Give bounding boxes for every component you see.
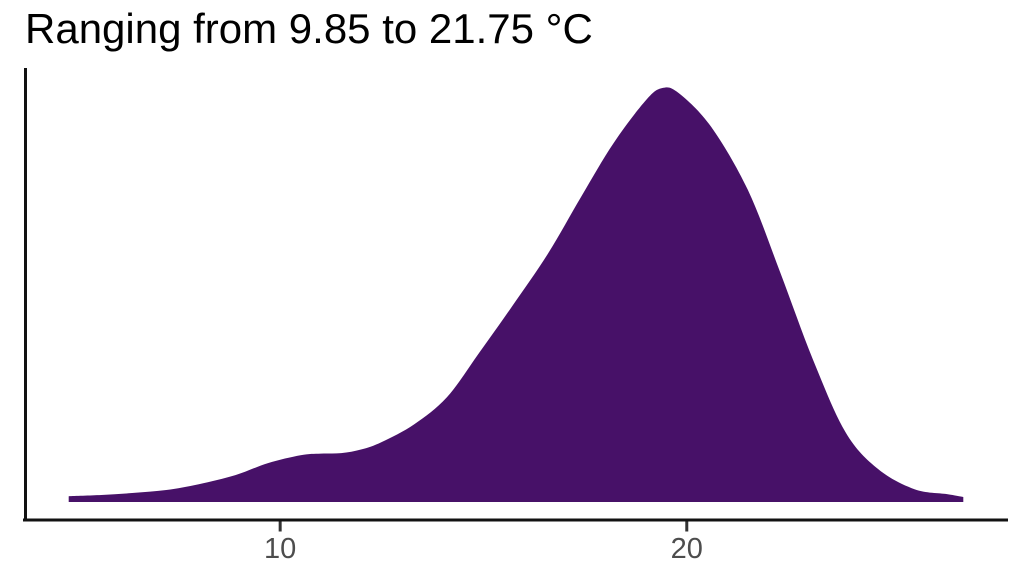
density-area [68, 87, 964, 503]
x-tick-label: 20 [671, 533, 703, 565]
x-tick-label: 10 [264, 533, 296, 565]
chart-title: Ranging from 9.85 to 21.75 °C [25, 5, 593, 52]
